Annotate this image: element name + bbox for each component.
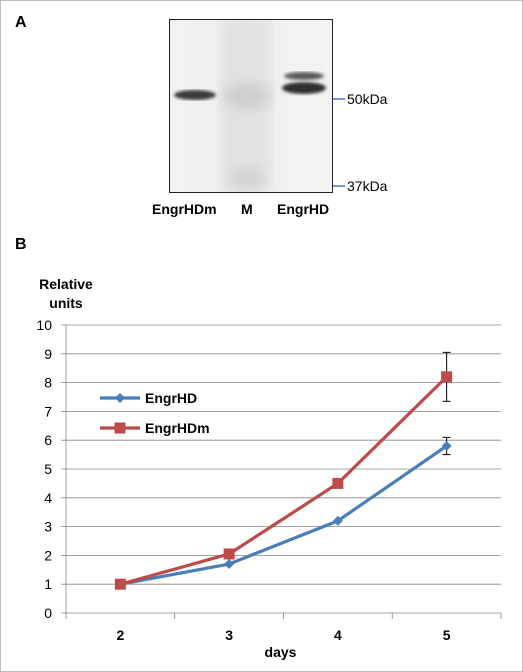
x-tick-label: 5	[443, 627, 451, 643]
data-point-engrhd	[332, 515, 343, 526]
lane-label-engrhdm: EngrHDm	[152, 201, 217, 217]
marker-lane-bottom-blob	[229, 166, 265, 190]
data-point-engrhd	[224, 559, 235, 570]
y-tick-label: 9	[44, 346, 52, 362]
y-tick-label: 8	[44, 375, 52, 391]
marker-37kda-label: 37kDa	[347, 178, 388, 194]
y-tick-label: 2	[44, 547, 52, 563]
y-tick-label: 10	[36, 317, 52, 333]
series-layer	[114, 351, 453, 590]
x-tick-label: 4	[334, 627, 342, 643]
y-tick-label: 7	[44, 403, 52, 419]
marker-lane-blob	[223, 82, 271, 110]
y-tick-label: 1	[44, 576, 52, 592]
lane-label-engrhd: EngrHD	[277, 201, 330, 217]
marker-50kda-label: 50kDa	[347, 91, 388, 107]
panel-a-letter: A	[15, 14, 27, 31]
panel-b-letter: B	[15, 236, 27, 253]
y-tick-label: 4	[44, 490, 52, 506]
data-point-engrhdm	[114, 578, 126, 590]
legend-label-engrhdm: EngrHDm	[145, 420, 210, 436]
y-tick-label: 6	[44, 432, 52, 448]
axis-labels: days Relative units	[39, 276, 297, 660]
axis-layer: 0 1 2 3 4 5 6 7 8 9 10 2 3 4 5	[36, 317, 502, 643]
data-point-engrhdm	[441, 371, 453, 383]
band-engrhdm	[174, 90, 216, 100]
y-axis-label: Relative units	[39, 276, 93, 311]
series-line-engrhdm	[119, 375, 448, 586]
y-tick-label: 5	[44, 461, 52, 477]
legend-label-engrhd: EngrHD	[145, 390, 197, 406]
series-line-engrhd	[120, 444, 448, 586]
western-blot-image	[169, 19, 333, 193]
grid-layer	[66, 324, 501, 585]
lane-label-m: M	[241, 201, 253, 217]
x-axis-label: days	[265, 644, 297, 660]
data-point-engrhd	[441, 440, 452, 451]
y-tick-label: 0	[44, 605, 52, 621]
legend: EngrHD EngrHDm	[100, 390, 210, 436]
x-tick-label: 2	[116, 627, 124, 643]
data-point-engrhdm	[332, 477, 344, 489]
y-tick-label: 3	[44, 519, 52, 535]
western-blot-bands	[174, 20, 326, 192]
band-engrhd-lower	[282, 82, 326, 94]
legend-marker-engrhd	[115, 393, 125, 403]
data-point-engrhdm	[223, 548, 235, 560]
legend-marker-engrhdm	[114, 422, 126, 434]
band-engrhd-upper	[284, 72, 324, 80]
x-tick-label: 3	[225, 627, 233, 643]
